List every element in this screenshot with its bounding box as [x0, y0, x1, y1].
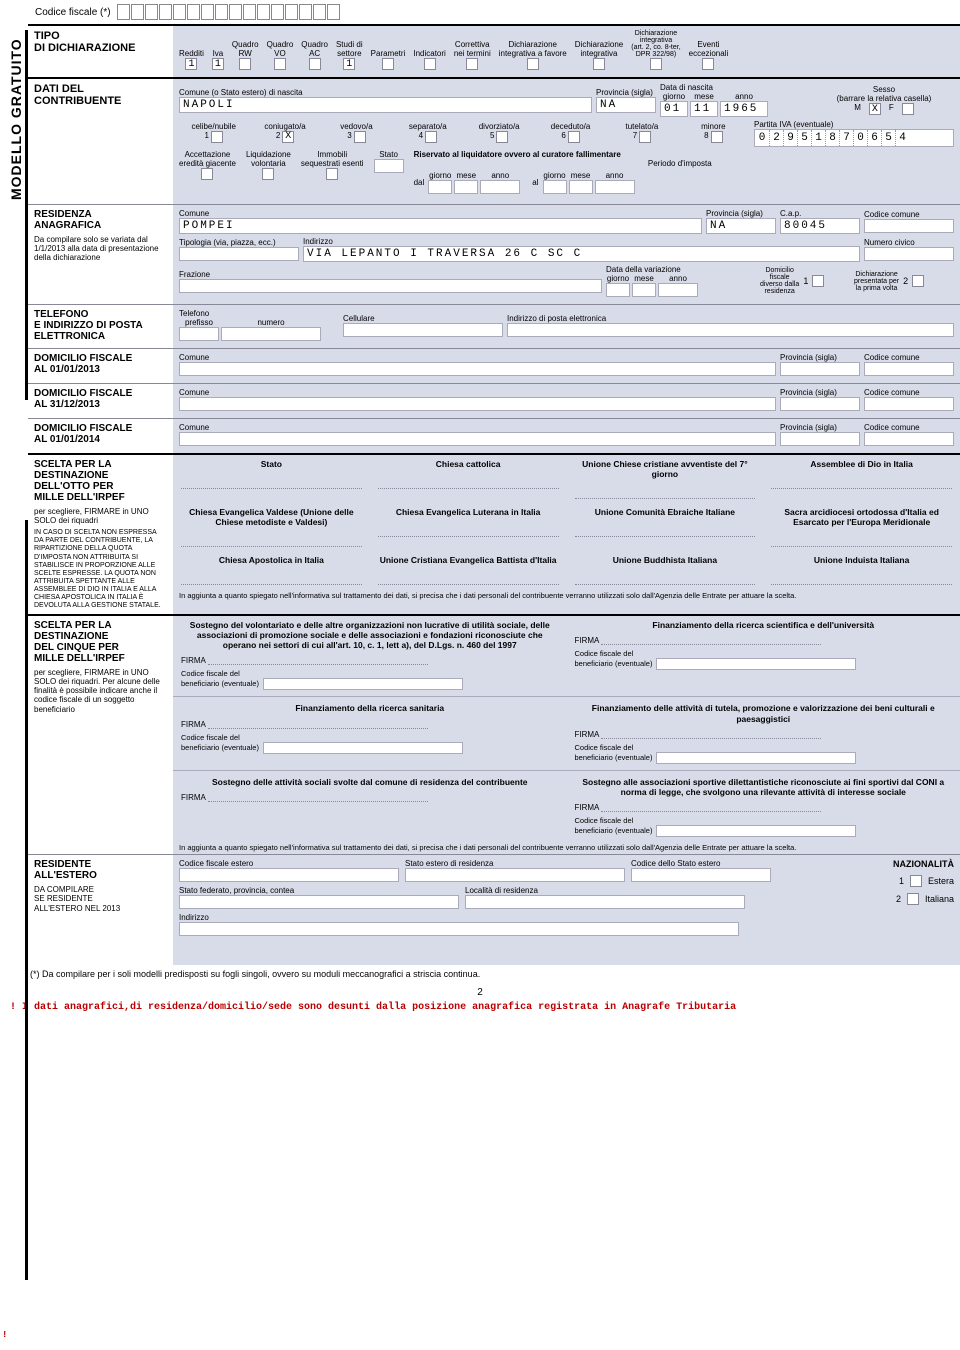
otto-luterana[interactable]: Chiesa Evangelica Luterana in Italia — [370, 503, 567, 551]
cf-cells — [117, 4, 340, 20]
section-cinque: SCELTA PER LA DESTINAZIONE DEL CINQUE PE… — [28, 614, 960, 854]
sesso-f[interactable] — [902, 103, 914, 115]
section-domicilio-1: DOMICILIO FISCALE AL 01/01/2013 Comune P… — [28, 348, 960, 383]
res-codcom[interactable] — [864, 219, 954, 233]
dn-giorno[interactable]: 01 — [660, 101, 688, 117]
res-frazione[interactable] — [179, 279, 602, 293]
otto-valdese[interactable]: Chiesa Evangelica Valdese (Unione delle … — [173, 503, 370, 551]
sfpc[interactable] — [179, 895, 459, 909]
immob-box[interactable] — [326, 168, 338, 180]
int-box[interactable] — [593, 58, 605, 70]
section-estero: RESIDENTE ALL'ESTERODA COMPILARE SE RESI… — [28, 854, 960, 965]
sc1[interactable] — [211, 131, 223, 143]
sc7[interactable] — [639, 131, 651, 143]
otto-cattolica[interactable]: Chiesa cattolica — [370, 455, 567, 503]
warning-mark: ! — [2, 1330, 7, 1340]
tel-num[interactable] — [221, 327, 321, 341]
email[interactable] — [507, 323, 954, 337]
res-cap[interactable]: 80045 — [780, 218, 860, 234]
section-tipo-dichiarazione: TIPO DI DICHIARAZIONE Redditi1 Iva1 Quad… — [28, 24, 960, 77]
left-rule-1 — [25, 30, 28, 400]
section-domicilio-3: DOMICILIO FISCALE AL 01/01/2014 Comune P… — [28, 418, 960, 453]
cinque-volontariato[interactable]: Sostegno del volontariato e delle altre … — [173, 616, 567, 695]
section-residenza: RESIDENZA ANAGRAFICADa compilare solo se… — [28, 204, 960, 304]
footnote: (*) Da compilare per i soli modelli pred… — [0, 965, 960, 983]
prov-nascita[interactable]: NA — [596, 97, 656, 113]
param-box[interactable] — [382, 58, 394, 70]
otto-ebraiche[interactable]: Unione Comunità Ebraiche Italiane — [567, 503, 764, 551]
section-domicilio-2: DOMICILIO FISCALE AL 31/12/2013 Comune P… — [28, 383, 960, 418]
tel-pref[interactable] — [179, 327, 219, 341]
cse[interactable] — [631, 868, 771, 882]
ind-estero[interactable] — [179, 922, 739, 936]
cinque-ricerca[interactable]: Finanziamento della ricerca scientifica … — [567, 616, 960, 695]
corr-box[interactable] — [466, 58, 478, 70]
page-number: 2 — [0, 987, 960, 998]
sc6[interactable] — [568, 131, 580, 143]
cellulare[interactable] — [343, 323, 503, 337]
cinque-sanitaria[interactable]: Finanziamento della ricerca sanitaria FI… — [173, 699, 567, 767]
sc8[interactable] — [711, 131, 723, 143]
naz-estera[interactable] — [910, 875, 922, 887]
nazionalita: NAZIONALITÀ 1Estera 2Italiana — [893, 859, 954, 905]
dn-mese[interactable]: 11 — [690, 101, 718, 117]
section-otto: SCELTA PER LA DESTINAZIONE DELL'OTTO PER… — [28, 453, 960, 614]
res-indirizzo[interactable]: VIA LEPANTO I TRAVERSA 26 C SC C — [303, 246, 860, 262]
cinque-sport[interactable]: Sostegno alle associazioni sportive dile… — [567, 773, 960, 841]
int8ter-box[interactable] — [650, 58, 662, 70]
liquid-box[interactable] — [262, 168, 274, 180]
otto-induista[interactable]: Unione Induista Italiana — [763, 551, 960, 589]
vo-box[interactable] — [274, 58, 286, 70]
cinque-beni[interactable]: Finanziamento delle attività di tutela, … — [567, 699, 960, 767]
modello-gratuito-label: MODELLO GRATUITO — [8, 38, 24, 200]
eventi-box[interactable] — [702, 58, 714, 70]
sc4[interactable] — [425, 131, 437, 143]
otto-note: In aggiunta a quanto spiegato nell'infor… — [173, 589, 960, 602]
dn-anno[interactable]: 1965 — [720, 101, 768, 117]
indic-box[interactable] — [424, 58, 436, 70]
iva-box[interactable]: 1 — [212, 58, 224, 70]
stato-box[interactable] — [374, 159, 404, 173]
piva[interactable]: 02951870654 — [754, 129, 954, 147]
sesso-m[interactable]: X — [869, 103, 881, 115]
cinque-comune[interactable]: Sostegno delle attività sociali svolte d… — [173, 773, 567, 841]
otto-battista[interactable]: Unione Cristiana Evangelica Battista d'I… — [370, 551, 567, 589]
otto-apostolica[interactable]: Chiesa Apostolica in Italia — [173, 551, 370, 589]
intfav-box[interactable] — [527, 58, 539, 70]
cf-label: Codice fiscale (*) — [35, 7, 111, 18]
tipo-title: TIPO DI DICHIARAZIONE — [28, 26, 173, 77]
codice-fiscale-row: Codice fiscale (*) — [0, 0, 960, 24]
dati-title: DATI DEL CONTRIBUENTE — [28, 79, 173, 204]
otto-buddhista[interactable]: Unione Buddhista Italiana — [567, 551, 764, 589]
ac-box[interactable] — [309, 58, 321, 70]
sc3[interactable] — [354, 131, 366, 143]
comune-nascita[interactable]: NAPOLI — [179, 97, 592, 113]
otto-stato[interactable]: Stato — [173, 455, 370, 503]
res-tipologia[interactable] — [179, 247, 299, 261]
studi-box[interactable]: 1 — [343, 58, 355, 70]
red-footer-note: ! I dati anagrafici,di residenza/domicil… — [0, 1002, 960, 1019]
sc2[interactable]: X — [282, 131, 294, 143]
redditi-box[interactable]: 1 — [185, 58, 197, 70]
cfe[interactable] — [179, 868, 399, 882]
otto-assemblee[interactable]: Assemblee di Dio in Italia — [763, 455, 960, 503]
otto-ortodossa[interactable]: Sacra arcidiocesi ortodossa d'Italia ed … — [763, 503, 960, 551]
cinque-note: In aggiunta a quanto spiegato nell'infor… — [173, 841, 960, 854]
section-telefono: TELEFONO E INDIRIZZO DI POSTA ELETTRONIC… — [28, 304, 960, 348]
rw-box[interactable] — [239, 58, 251, 70]
loc-res[interactable] — [465, 895, 745, 909]
pv-box[interactable] — [912, 275, 924, 287]
section-dati-contribuente: DATI DEL CONTRIBUENTE Comune (o Stato es… — [28, 77, 960, 204]
accett-box[interactable] — [201, 168, 213, 180]
res-comune[interactable]: POMPEI — [179, 218, 702, 234]
dd-box[interactable] — [812, 275, 824, 287]
res-numciv[interactable] — [864, 247, 954, 261]
otto-avventiste[interactable]: Unione Chiese cristiane avventiste del 7… — [567, 455, 764, 503]
naz-italiana[interactable] — [907, 893, 919, 905]
left-rule-2 — [25, 520, 28, 1280]
res-prov[interactable]: NA — [706, 218, 776, 234]
ser[interactable] — [405, 868, 625, 882]
sc5[interactable] — [496, 131, 508, 143]
